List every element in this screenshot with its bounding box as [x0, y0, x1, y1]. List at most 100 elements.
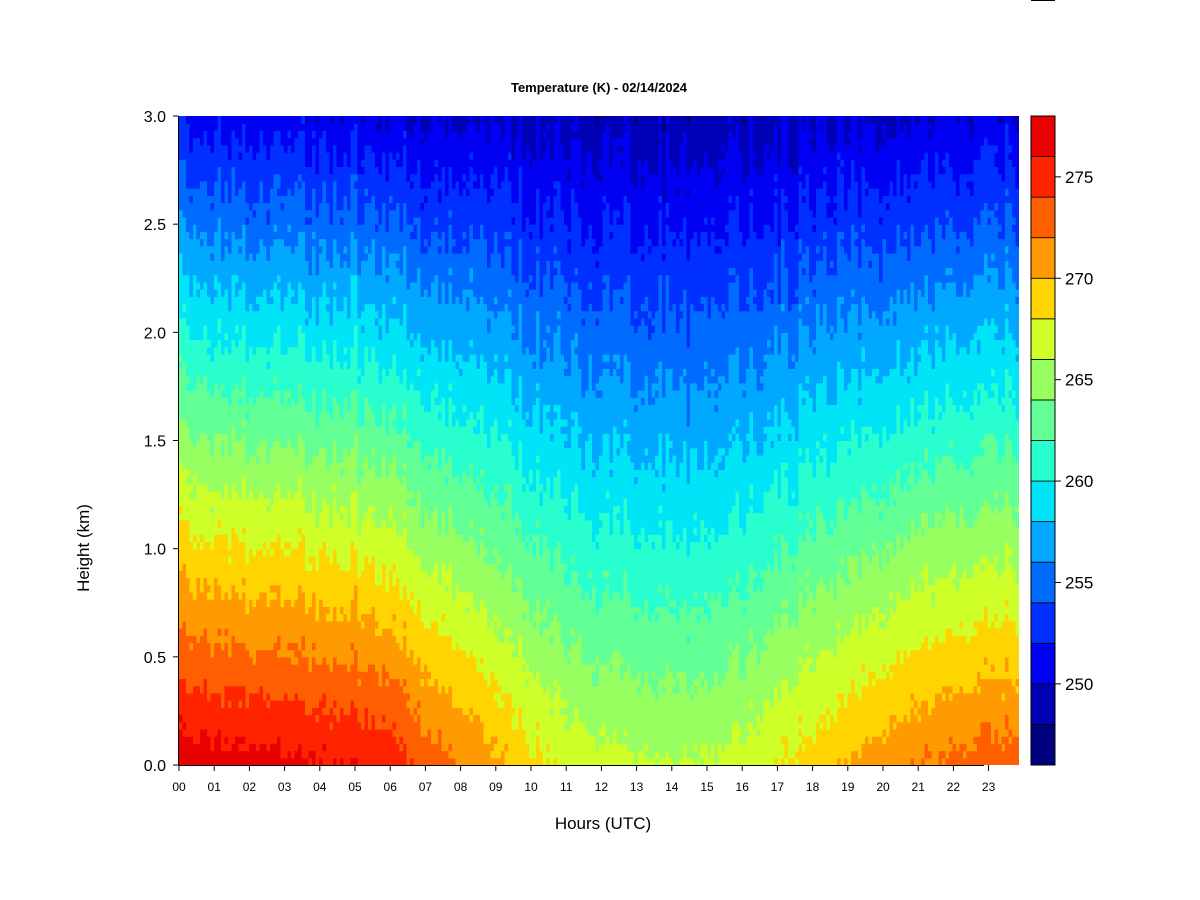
heatmap-cell	[246, 210, 250, 218]
heatmap-cell	[218, 368, 222, 376]
heatmap-cell	[263, 419, 267, 427]
heatmap-cell	[193, 729, 197, 737]
heatmap-cell	[239, 368, 243, 376]
heatmap-cell	[211, 130, 215, 138]
heatmap-cell	[211, 513, 215, 521]
heatmap-cell	[298, 462, 302, 470]
heatmap-cell	[232, 282, 236, 290]
heatmap-cell	[354, 606, 358, 614]
heatmap-cell	[309, 491, 313, 499]
heatmap-cell	[312, 606, 316, 614]
heatmap-cell	[256, 217, 260, 225]
heatmap-cell	[316, 253, 320, 261]
heatmap-cell	[358, 505, 362, 513]
heatmap-cell	[295, 678, 299, 686]
heatmap-cell	[239, 289, 243, 297]
heatmap-cell	[242, 210, 246, 218]
heatmap-cell	[246, 296, 250, 304]
heatmap-cell	[326, 340, 330, 348]
heatmap-cell	[183, 722, 187, 730]
heatmap-cell	[260, 635, 264, 643]
heatmap-cell	[372, 606, 376, 614]
heatmap-cell	[270, 621, 274, 629]
heatmap-cell	[326, 289, 330, 297]
heatmap-cell	[358, 441, 362, 449]
heatmap-cell	[361, 462, 365, 470]
heatmap-cell	[239, 534, 243, 542]
heatmap-cell	[228, 563, 232, 571]
heatmap-cell	[249, 758, 253, 766]
heatmap-cell	[232, 592, 236, 600]
heatmap-cell	[309, 642, 313, 650]
heatmap-cell	[274, 556, 278, 564]
heatmap-cell	[235, 311, 239, 319]
heatmap-cell	[372, 722, 376, 730]
heatmap-cell	[365, 614, 369, 622]
heatmap-cell	[295, 181, 299, 189]
heatmap-cell	[312, 397, 316, 405]
heatmap-cell	[270, 693, 274, 701]
heatmap-cell	[368, 325, 372, 333]
heatmap-cell	[197, 325, 201, 333]
heatmap-cell	[309, 700, 313, 708]
heatmap-cell	[291, 469, 295, 477]
heatmap-cell	[274, 217, 278, 225]
heatmap-cell	[281, 527, 285, 535]
heatmap-cell	[368, 152, 372, 160]
heatmap-cell	[253, 541, 257, 549]
heatmap-cell	[260, 383, 264, 391]
heatmap-cell	[274, 224, 278, 232]
heatmap-cell	[225, 210, 229, 218]
heatmap-cell	[288, 123, 292, 131]
heatmap-cell	[225, 743, 229, 751]
heatmap-cell	[323, 419, 327, 427]
heatmap-cell	[228, 224, 232, 232]
heatmap-cell	[260, 174, 264, 182]
heatmap-cell	[309, 484, 313, 492]
heatmap-cell	[197, 340, 201, 348]
heatmap-cell	[312, 678, 316, 686]
heatmap-cell	[239, 159, 243, 167]
heatmap-cell	[186, 585, 190, 593]
heatmap-cell	[361, 628, 365, 636]
heatmap-cell	[249, 520, 253, 528]
heatmap-cell	[365, 462, 369, 470]
heatmap-cell	[277, 657, 281, 665]
heatmap-cell	[267, 556, 271, 564]
heatmap-cell	[242, 657, 246, 665]
heatmap-cell	[193, 325, 197, 333]
heatmap-cell	[253, 289, 257, 297]
heatmap-cell	[337, 715, 341, 723]
heatmap-cell	[267, 267, 271, 275]
heatmap-cell	[256, 606, 260, 614]
heatmap-cell	[351, 376, 355, 384]
heatmap-cell	[281, 368, 285, 376]
heatmap-cell	[316, 138, 320, 146]
heatmap-cell	[365, 455, 369, 463]
heatmap-cell	[249, 513, 253, 521]
heatmap-cell	[298, 592, 302, 600]
heatmap-cell	[284, 354, 288, 362]
heatmap-cell	[235, 325, 239, 333]
heatmap-cell	[277, 498, 281, 506]
heatmap-cell	[204, 628, 208, 636]
heatmap-cell	[246, 426, 250, 434]
heatmap-cell	[211, 426, 215, 434]
heatmap-cell	[337, 729, 341, 737]
heatmap-cell	[253, 498, 257, 506]
heatmap-cell	[214, 181, 218, 189]
heatmap-cell	[316, 181, 320, 189]
heatmap-cell	[232, 650, 236, 658]
heatmap-cell	[288, 686, 292, 694]
heatmap-cell	[333, 678, 337, 686]
heatmap-cell	[281, 332, 285, 340]
heatmap-cell	[340, 347, 344, 355]
heatmap-cell	[183, 729, 187, 737]
heatmap-cell	[298, 267, 302, 275]
heatmap-cell	[361, 332, 365, 340]
heatmap-cell	[347, 642, 351, 650]
heatmap-cell	[207, 513, 211, 521]
heatmap-cell	[232, 722, 236, 730]
heatmap-cell	[358, 448, 362, 456]
heatmap-cell	[337, 441, 341, 449]
